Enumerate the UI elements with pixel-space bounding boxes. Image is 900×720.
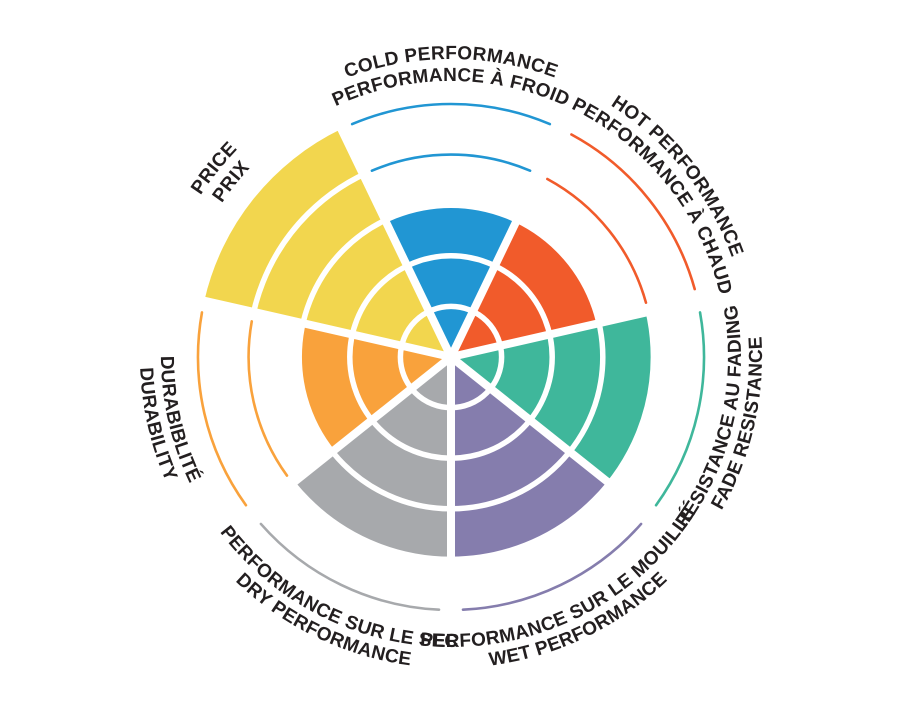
sector-dry-wedge [292,357,452,560]
sector-separator [450,295,704,361]
sector-fade-level-5-arc [654,311,706,507]
sector-cold-level-5-arc [350,102,552,126]
sector-hot-level-5-arc [570,133,697,291]
sector-cold-level-4-arc [370,153,532,172]
sector-separator [447,122,567,359]
sector-fade-label-fr-text: RÉSISTANCE AU FADING [672,303,746,531]
sector-durability-level-5-arc [196,311,248,507]
sector-price-wedge [204,129,451,357]
wheel-hub [445,351,457,363]
sector-fade-label-fr: RÉSISTANCE AU FADING [672,303,746,531]
sector-durability-level-4-arc [247,320,289,477]
sector-durability-wedge [299,323,451,452]
sector-cold-wedge [385,205,517,357]
sector-wet-wedge [450,357,610,560]
sector-wet-level-5-arc [461,522,643,612]
sector-separator [246,353,454,521]
sector-separator [198,295,452,361]
sector-hot-level-4-arc [546,177,648,304]
sector-separator [448,353,656,521]
sector-separator [335,122,455,359]
sector-dry-level-5-arc [259,522,441,612]
